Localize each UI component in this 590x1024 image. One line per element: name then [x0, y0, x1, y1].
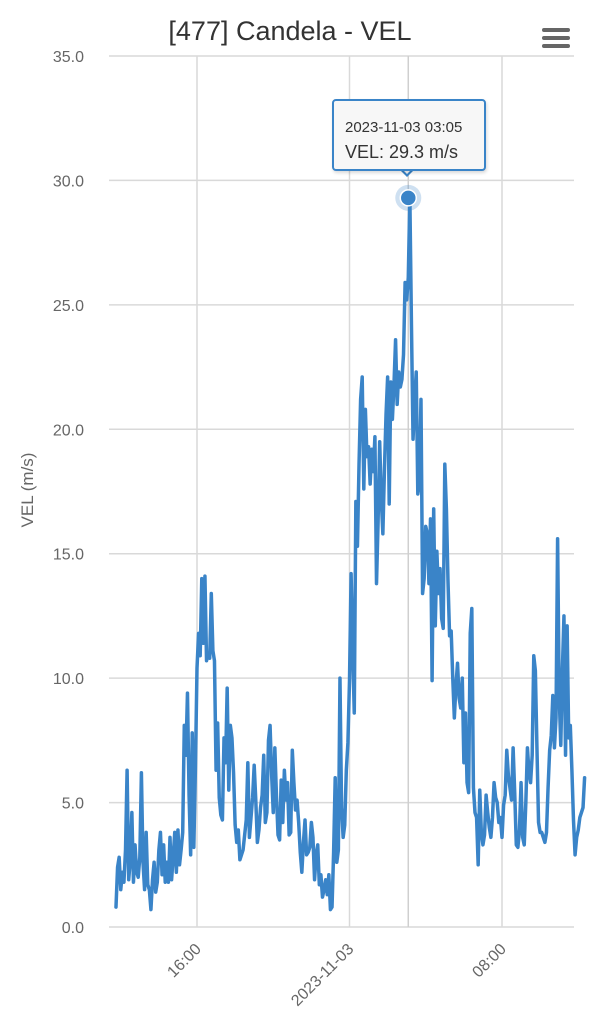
hamburger-menu-icon-bar [542, 44, 570, 48]
x-axis-tick-labels: 16:00 2023-11-03 08:00 [164, 941, 509, 1010]
tooltip-pointer-inner [401, 168, 413, 174]
highlight-marker [395, 184, 422, 211]
series-line [114, 196, 587, 912]
hamburger-menu-icon-bar [542, 36, 570, 40]
data-point-marker[interactable] [399, 189, 418, 207]
y-axis-title: VEL (m/s) [18, 453, 37, 528]
x-tick-label: 16:00 [164, 941, 204, 981]
y-tick-label: 25.0 [53, 298, 84, 315]
y-tick-label: 0.0 [62, 920, 84, 937]
y-tick-label: 35.0 [53, 49, 84, 66]
x-tick-label: 2023-11-03 [288, 941, 357, 1010]
y-tick-label: 30.0 [53, 173, 84, 190]
x-tick-label: 08:00 [469, 941, 509, 981]
tooltip-date: 2023-11-03 03:05 [345, 119, 463, 136]
series-path [114, 196, 587, 912]
hamburger-menu-icon [542, 28, 570, 32]
y-tick-label: 10.0 [53, 671, 84, 688]
y-tick-label: 5.0 [62, 796, 84, 813]
y-axis-tick-labels: 0.0 5.0 10.0 15.0 20.0 25.0 30.0 35.0 [53, 49, 84, 937]
chart-menu-button[interactable] [536, 22, 576, 54]
y-tick-label: 20.0 [53, 422, 84, 439]
data-tooltip: 2023-11-03 03:05 VEL: 29.3 m/s [332, 99, 486, 171]
chart-title: [477] Candela - VEL [168, 16, 411, 46]
y-tick-label: 15.0 [53, 547, 84, 564]
tooltip-value: VEL: 29.3 m/s [345, 142, 459, 162]
